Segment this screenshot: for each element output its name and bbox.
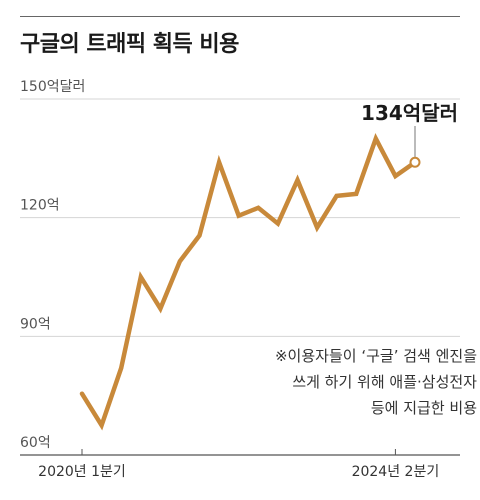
top-rule [20, 16, 460, 17]
note-line: ※이용자들이 ‘구글’ 검색 엔진을 [275, 347, 477, 365]
note-line: 쓰게 하기 위해 애플·삼성전자 [292, 373, 477, 391]
last-value-callout: 134억달러 [361, 101, 458, 168]
last-point-marker [409, 156, 421, 168]
y-tick-label: 120억 [20, 198, 60, 214]
x-tick-label: 2020년 1분기 [38, 464, 126, 480]
gridlines [20, 98, 460, 456]
note-line: 등에 지급한 비용 [371, 399, 477, 417]
series-line [79, 132, 418, 431]
y-tick-labels: 150억달러 120억 90억 60억 [20, 79, 85, 451]
y-tick-label: 90억 [20, 316, 51, 332]
last-value-label: 134억달러 [361, 101, 458, 125]
y-tick-label: 60억 [20, 435, 51, 451]
chart-title: 구글의 트래픽 획득 비용 [20, 32, 239, 57]
x-axis: 2020년 1분기 2024년 2분기 [38, 449, 439, 480]
series-line-path [79, 132, 418, 431]
y-tick-label: 150억달러 [20, 79, 85, 95]
x-tick-label: 2024년 2분기 [352, 464, 440, 480]
